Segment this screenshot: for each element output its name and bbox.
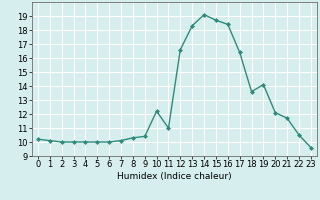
X-axis label: Humidex (Indice chaleur): Humidex (Indice chaleur) [117,172,232,181]
